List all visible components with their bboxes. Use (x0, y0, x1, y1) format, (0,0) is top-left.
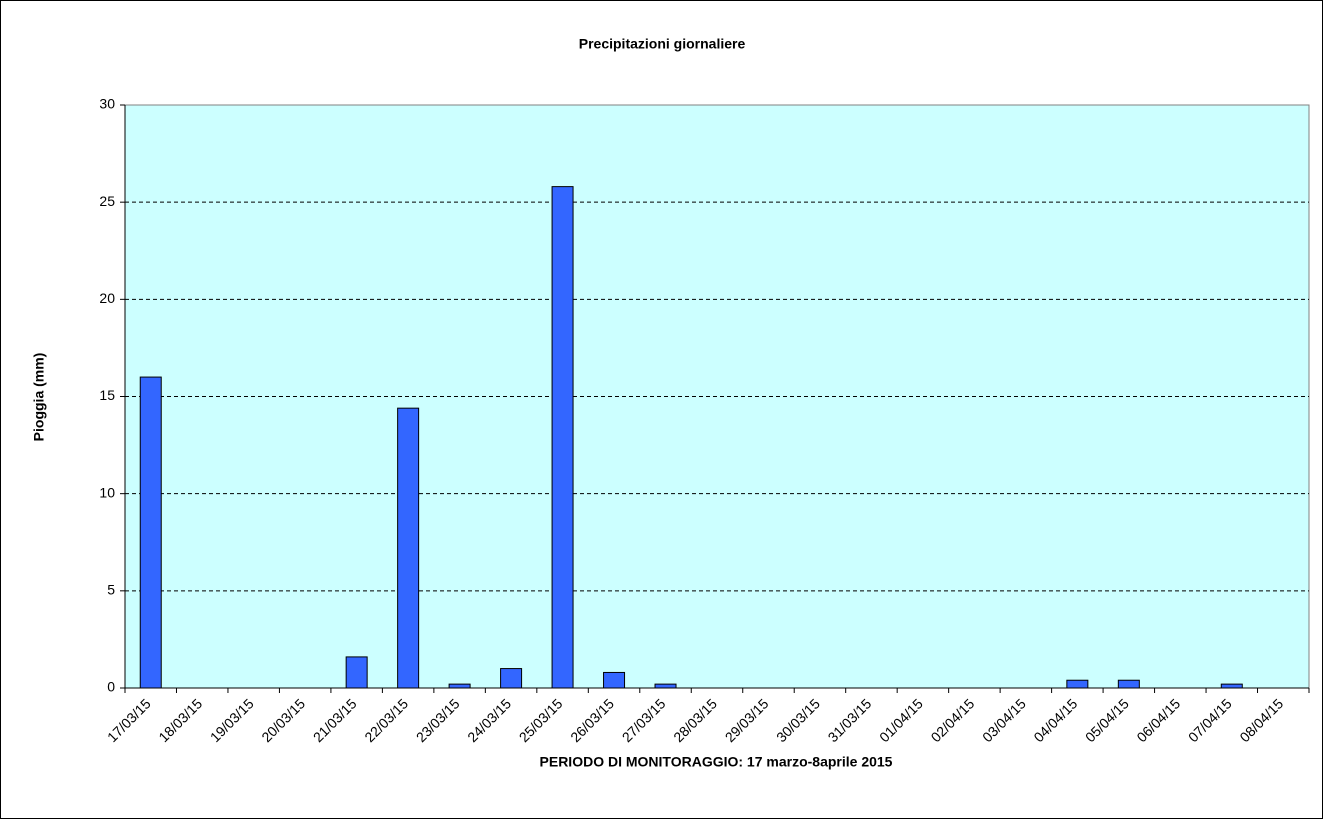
bar (551, 186, 574, 689)
bar (1066, 679, 1089, 689)
bar (500, 668, 523, 689)
bar (654, 683, 677, 689)
bar (397, 407, 420, 689)
bar (448, 683, 471, 689)
y-tick-label: 20 (99, 290, 115, 306)
chart-title: Precipitazioni giornaliere (579, 36, 746, 52)
bar (345, 656, 368, 689)
bar (139, 376, 162, 689)
x-axis-label: PERIODO DI MONITORAGGIO: 17 marzo-8april… (540, 754, 893, 770)
y-tick-label: 15 (99, 387, 115, 403)
y-axis-label: Pioggia (mm) (31, 353, 47, 442)
bar (1220, 683, 1243, 689)
y-tick-label: 5 (107, 582, 115, 598)
y-tick-label: 25 (99, 193, 115, 209)
bar (1117, 679, 1140, 689)
y-tick-label: 30 (99, 96, 115, 112)
y-tick-label: 0 (107, 679, 115, 695)
bar (603, 671, 626, 689)
y-tick-label: 10 (99, 484, 115, 500)
